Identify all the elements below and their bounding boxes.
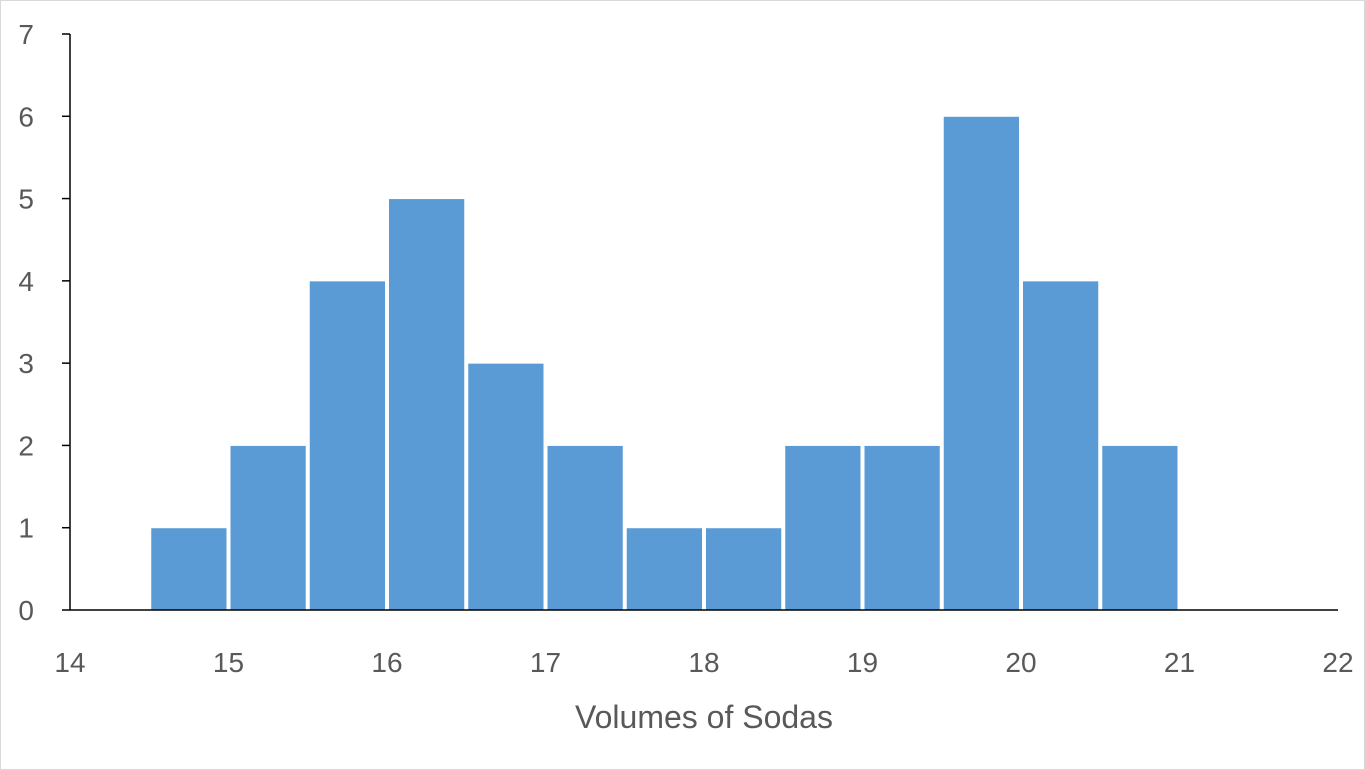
y-tick-label-4: 4	[18, 266, 34, 297]
x-tick-label-16: 16	[371, 647, 402, 678]
y-tick-label-0: 0	[18, 595, 34, 626]
histogram-bar-8	[705, 527, 783, 611]
x-tick-label-17: 17	[530, 647, 561, 678]
histogram-bar-7	[625, 527, 703, 611]
y-axis-ticks: 0 1 2 3 4 5 6 7	[18, 19, 70, 626]
x-tick-label-20: 20	[1005, 647, 1036, 678]
histogram-bar-11	[942, 115, 1020, 611]
x-tick-label-21: 21	[1164, 647, 1195, 678]
x-tick-label-15: 15	[213, 647, 244, 678]
histogram-bar-2	[229, 444, 307, 611]
histogram-bar-9	[784, 444, 862, 611]
x-tick-label-22: 22	[1322, 647, 1353, 678]
axes-group	[69, 34, 1338, 611]
y-tick-label-1: 1	[18, 513, 34, 544]
x-tick-label-14: 14	[54, 647, 85, 678]
histogram-bar-4	[388, 198, 466, 611]
x-axis-ticks: 14 15 16 17 18 19 20 21 22	[54, 647, 1353, 678]
histogram-bar-13	[1101, 444, 1179, 611]
y-tick-label-7: 7	[18, 19, 34, 50]
y-tick-label-3: 3	[18, 348, 34, 379]
histogram-bar-5	[467, 362, 545, 611]
bars-group	[150, 115, 1179, 611]
histogram-bar-12	[1022, 280, 1100, 611]
histogram-bar-6	[546, 444, 624, 611]
y-tick-label-5: 5	[18, 184, 34, 215]
y-tick-label-6: 6	[18, 101, 34, 132]
x-tick-label-18: 18	[688, 647, 719, 678]
y-tick-label-2: 2	[18, 430, 34, 461]
histogram-bar-10	[863, 444, 941, 611]
x-axis-title: Volumes of Sodas	[575, 699, 833, 735]
x-tick-label-19: 19	[847, 647, 878, 678]
histogram-bar-3	[308, 280, 386, 611]
histogram-bar-1	[150, 527, 228, 611]
